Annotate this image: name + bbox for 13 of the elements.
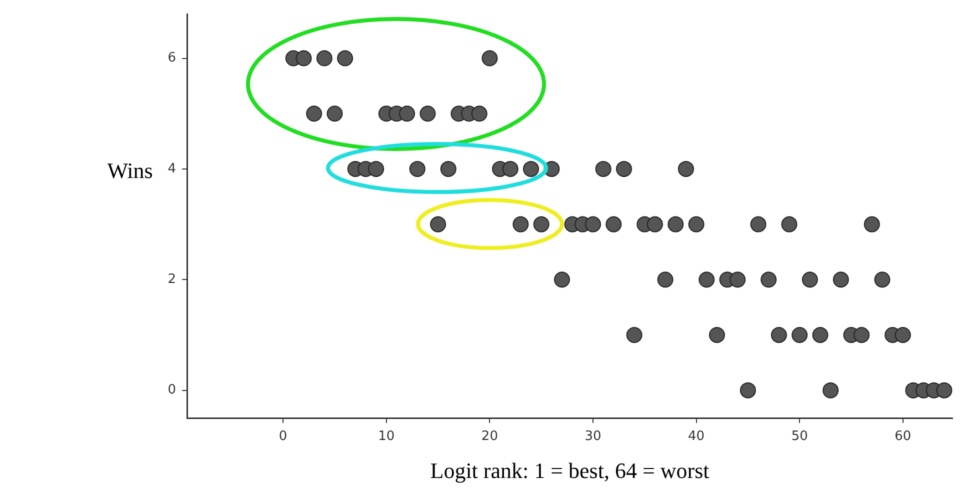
x-tick-label: 20 [481, 429, 498, 444]
x-tick-label: 10 [378, 429, 395, 444]
x-axis-title: Logit rank: 1 = best, 64 = worst [430, 458, 710, 483]
y-tick-label: 0 [168, 382, 176, 398]
x-tick-label: 40 [688, 429, 705, 444]
y-tick-label: 4 [168, 161, 176, 176]
x-tick-label: 30 [584, 429, 602, 444]
x-tick-label: 0 [278, 429, 288, 444]
y-tick-label: 2 [168, 272, 176, 288]
y-axis-title: Wins [107, 158, 153, 183]
y-tick-label: 6 [168, 50, 176, 66]
x-tick-label: 50 [791, 429, 808, 444]
x-tick-label: 60 [894, 429, 912, 444]
